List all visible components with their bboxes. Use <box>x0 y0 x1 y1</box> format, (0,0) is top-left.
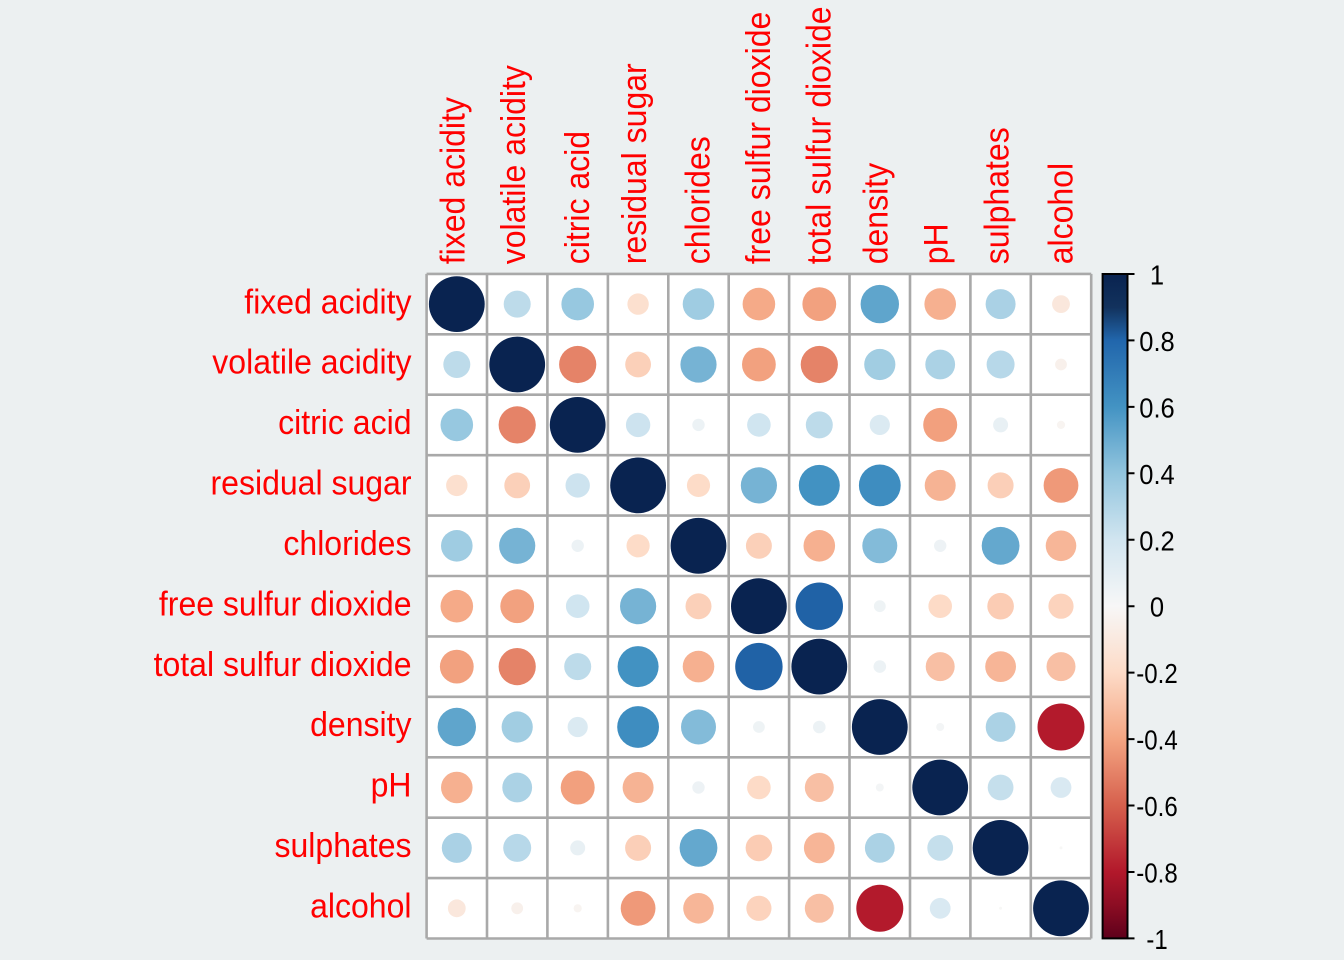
svg-text:sulphates: sulphates <box>275 827 412 865</box>
svg-text:citric acid: citric acid <box>559 131 597 264</box>
svg-text:free sulfur dioxide: free sulfur dioxide <box>159 585 412 623</box>
svg-text:density: density <box>310 706 412 744</box>
svg-text:total sulfur dioxide: total sulfur dioxide <box>801 6 839 264</box>
svg-text:alcohol: alcohol <box>310 888 411 926</box>
svg-text:-0.6: -0.6 <box>1136 791 1177 822</box>
svg-text:total sulfur dioxide: total sulfur dioxide <box>154 646 412 684</box>
svg-text:fixed acidity: fixed acidity <box>435 96 473 264</box>
svg-text:volatile acidity: volatile acidity <box>495 64 533 264</box>
svg-text:0.6: 0.6 <box>1139 392 1174 423</box>
svg-text:0: 0 <box>1150 592 1164 623</box>
svg-text:density: density <box>858 162 896 264</box>
svg-text:residual sugar: residual sugar <box>211 465 412 503</box>
svg-text:pH: pH <box>918 223 956 264</box>
svg-text:chlorides: chlorides <box>680 136 718 264</box>
svg-text:chlorides: chlorides <box>283 525 411 563</box>
svg-text:1: 1 <box>1150 260 1164 291</box>
svg-text:volatile acidity: volatile acidity <box>212 344 412 382</box>
svg-text:citric acid: citric acid <box>278 404 411 442</box>
svg-text:0.8: 0.8 <box>1139 326 1174 357</box>
svg-text:fixed acidity: fixed acidity <box>244 283 412 321</box>
svg-text:-0.2: -0.2 <box>1136 658 1177 689</box>
svg-text:residual sugar: residual sugar <box>616 63 654 264</box>
svg-text:-0.4: -0.4 <box>1136 725 1177 756</box>
svg-text:alcohol: alcohol <box>1042 163 1080 264</box>
svg-text:pH: pH <box>371 767 412 805</box>
svg-text:0.4: 0.4 <box>1139 459 1174 490</box>
svg-text:sulphates: sulphates <box>978 127 1016 264</box>
svg-text:-0.8: -0.8 <box>1136 858 1177 889</box>
svg-text:free sulfur dioxide: free sulfur dioxide <box>740 12 778 265</box>
svg-text:0.2: 0.2 <box>1139 525 1174 556</box>
svg-text:-1: -1 <box>1146 924 1167 955</box>
